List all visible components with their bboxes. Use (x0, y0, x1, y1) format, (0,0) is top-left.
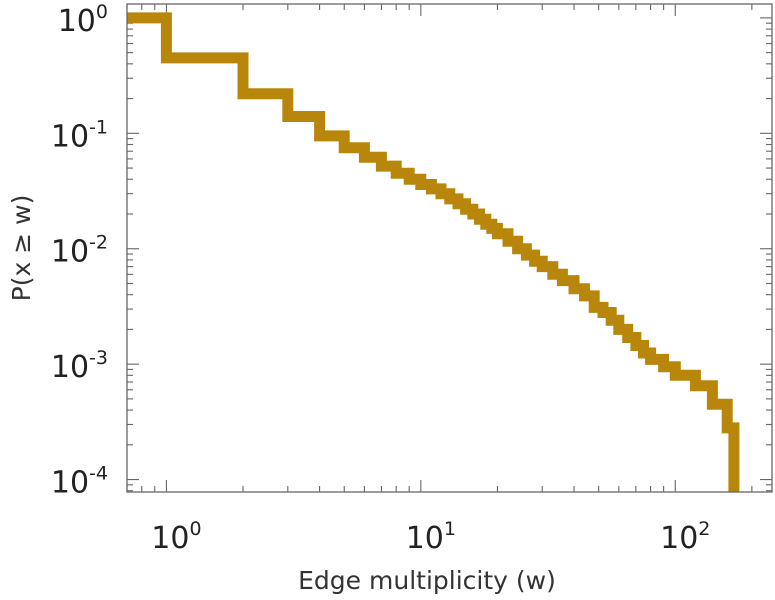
series-line (127, 12, 740, 492)
plot-frame (126, 3, 773, 493)
y-tick-label: 10-1 (51, 116, 108, 154)
y-tick-label: 100 (58, 1, 108, 39)
x-tick-label: 100 (151, 518, 201, 556)
axis-ticks (126, 4, 772, 492)
y-tick-label: 10-2 (51, 232, 108, 270)
x-tick-label: 102 (660, 518, 710, 556)
y-tick-label: 10-3 (51, 347, 108, 385)
y-tick-labels: 100 10-1 10-2 10-3 10-4 (51, 1, 108, 501)
x-tick-labels: 100 101 102 (151, 518, 710, 556)
y-axis-label: P(x ≥ w) (7, 195, 36, 302)
x-axis-label: Edge multiplicity (w) (298, 566, 556, 595)
y-tick-label: 10-4 (51, 463, 108, 501)
x-tick-label: 101 (406, 518, 456, 556)
